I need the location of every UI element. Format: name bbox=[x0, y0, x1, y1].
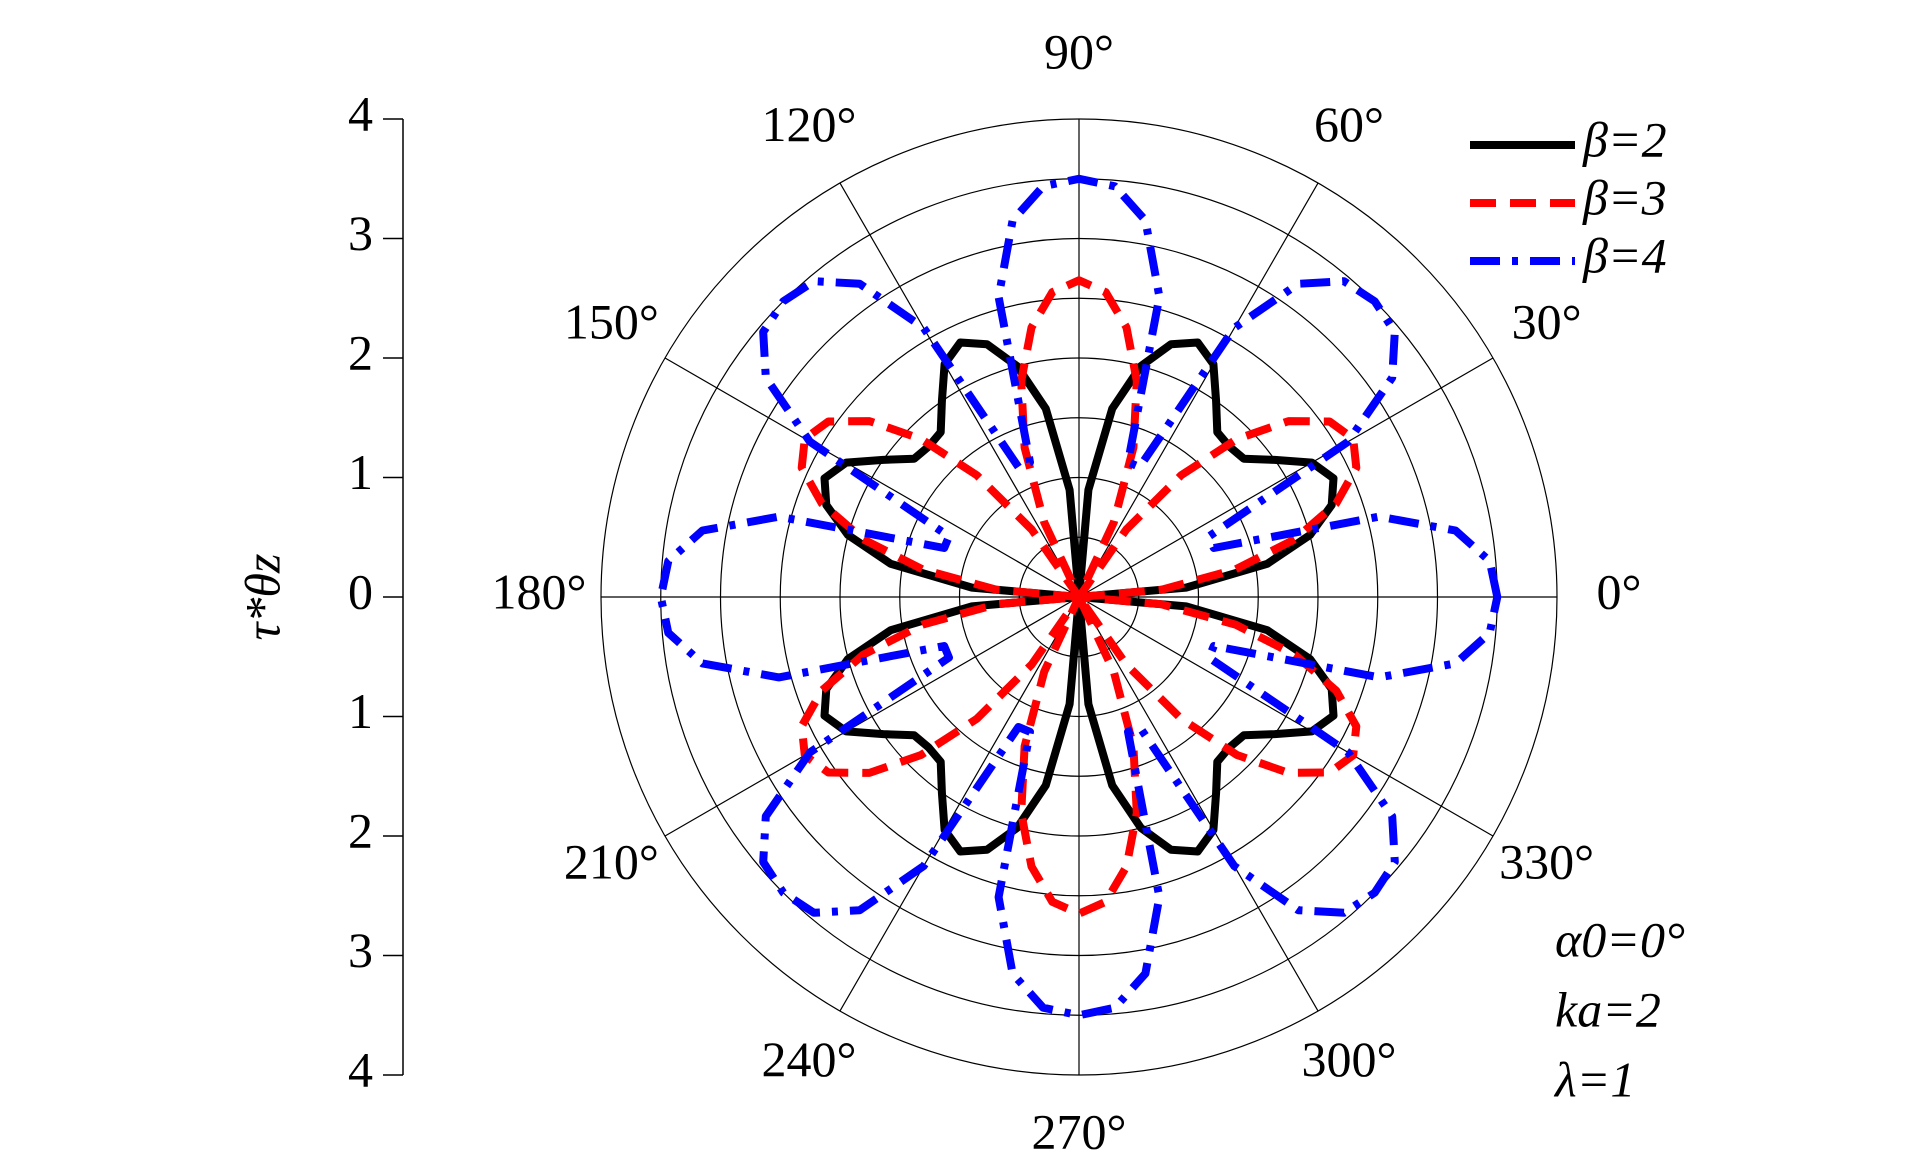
angle-label: 120° bbox=[762, 96, 857, 152]
grid-spoke bbox=[1078, 357, 1494, 598]
annotation: α0=0° bbox=[1555, 911, 1685, 967]
angle-label: 300° bbox=[1302, 1031, 1397, 1087]
y-tick-label: 2 bbox=[348, 324, 373, 380]
angle-label: 30° bbox=[1512, 293, 1582, 349]
grid-spoke bbox=[839, 596, 1080, 1012]
angle-label: 60° bbox=[1314, 96, 1384, 152]
angle-label: 180° bbox=[492, 563, 587, 619]
series-line bbox=[797, 276, 1361, 918]
grid-spoke bbox=[664, 596, 1080, 837]
angle-label: 210° bbox=[564, 833, 659, 889]
y-tick-label: 4 bbox=[348, 1041, 373, 1097]
annotation: λ=1 bbox=[1553, 1051, 1635, 1107]
grid-spoke bbox=[1078, 596, 1494, 837]
legend-label: β=4 bbox=[1582, 227, 1667, 283]
series-line bbox=[656, 174, 1502, 1020]
angle-label: 330° bbox=[1499, 833, 1594, 889]
y-axis-label: τ*θz bbox=[234, 554, 290, 641]
grid-spoke bbox=[839, 182, 1080, 598]
y-tick-label: 0 bbox=[348, 563, 373, 619]
angle-label: 90° bbox=[1044, 23, 1114, 79]
y-tick-label: 3 bbox=[348, 205, 373, 261]
legend-label: β=2 bbox=[1582, 111, 1667, 167]
y-tick-label: 3 bbox=[348, 922, 373, 978]
grid-spoke bbox=[664, 357, 1080, 598]
grid-spoke bbox=[1078, 182, 1319, 598]
angle-label: 240° bbox=[762, 1031, 857, 1087]
y-tick-label: 2 bbox=[348, 802, 373, 858]
angle-label: 270° bbox=[1032, 1103, 1127, 1159]
annotation: ka=2 bbox=[1555, 981, 1661, 1037]
angle-label: 150° bbox=[564, 293, 659, 349]
y-tick-label: 1 bbox=[348, 683, 373, 739]
grid-spoke bbox=[1078, 596, 1319, 1012]
angle-label: 0° bbox=[1597, 563, 1642, 619]
y-tick-label: 4 bbox=[348, 85, 373, 141]
y-tick-label: 1 bbox=[348, 444, 373, 500]
legend-label: β=3 bbox=[1582, 169, 1667, 225]
